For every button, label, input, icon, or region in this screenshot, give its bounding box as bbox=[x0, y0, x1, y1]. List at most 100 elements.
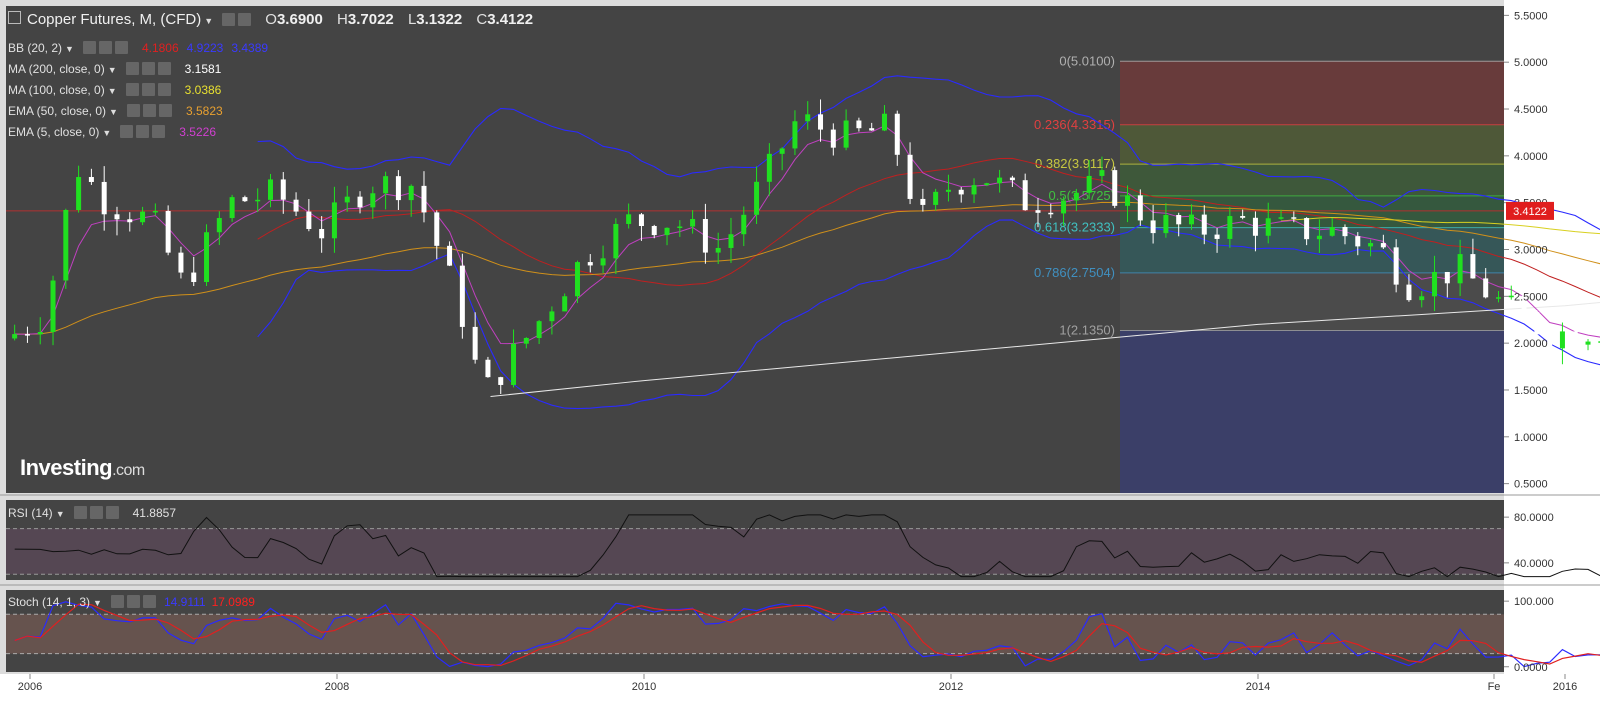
candle-body bbox=[447, 245, 453, 266]
stoch-legend[interactable]: Stoch (14, 1, 3) ▼ 14.9111 17.0989 bbox=[8, 594, 255, 610]
indicator-legend[interactable]: MA (100, close, 0) ▼ 3.0386 bbox=[8, 82, 221, 98]
candle-body bbox=[766, 153, 772, 182]
candle-body bbox=[344, 196, 350, 203]
settings-icon[interactable] bbox=[89, 506, 103, 519]
candle-body bbox=[12, 334, 18, 339]
chevron-down-icon[interactable]: ▼ bbox=[93, 598, 102, 608]
candle-body bbox=[843, 120, 849, 148]
price-tick-label: 2.5000 bbox=[1514, 291, 1548, 303]
time-tick-label: Fe bbox=[1488, 681, 1501, 693]
candle-body bbox=[216, 218, 222, 233]
fib-label: 0.618(3.2333) bbox=[1034, 220, 1115, 235]
fib-label: 0.786(2.7504) bbox=[1034, 265, 1115, 280]
close-icon[interactable] bbox=[157, 83, 171, 96]
indicator-legend[interactable]: MA (200, close, 0) ▼ 3.1581 bbox=[8, 61, 221, 77]
close-icon[interactable] bbox=[114, 41, 128, 54]
candle-body bbox=[1419, 296, 1425, 301]
candle-body bbox=[1035, 210, 1041, 213]
candle-body bbox=[1291, 217, 1297, 219]
chevron-down-icon[interactable]: ▼ bbox=[55, 509, 65, 519]
price-tick-label: 5.5000 bbox=[1514, 10, 1548, 22]
ohlc-open: O3.6900 bbox=[265, 11, 323, 28]
candle-body bbox=[1265, 218, 1271, 236]
visibility-icon[interactable] bbox=[125, 62, 139, 75]
candle-body bbox=[1061, 200, 1067, 214]
candle-body bbox=[997, 177, 1003, 184]
candle-body bbox=[293, 199, 299, 212]
chevron-down-icon[interactable]: ▼ bbox=[65, 44, 74, 54]
candle-body bbox=[306, 211, 312, 229]
visibility-icon[interactable] bbox=[73, 506, 87, 519]
visibility-icon[interactable] bbox=[120, 125, 134, 138]
visibility-icon[interactable] bbox=[110, 595, 124, 608]
visibility-icon[interactable] bbox=[238, 13, 252, 26]
candle-body bbox=[1112, 170, 1118, 206]
settings-icon[interactable] bbox=[222, 13, 236, 26]
candle-body bbox=[1163, 215, 1169, 234]
candle-body bbox=[1048, 212, 1054, 215]
visibility-icon[interactable] bbox=[125, 83, 139, 96]
candle-body bbox=[498, 377, 504, 385]
indicator-name: EMA (5, close, 0) bbox=[8, 125, 100, 139]
candle-body bbox=[165, 210, 171, 253]
candle-body bbox=[1444, 272, 1450, 284]
chevron-down-icon[interactable]: ▼ bbox=[204, 16, 214, 26]
indicator-value: 3.1581 bbox=[184, 62, 222, 76]
candle-body bbox=[907, 154, 913, 199]
candle-body bbox=[523, 337, 529, 344]
candle-body bbox=[805, 114, 811, 122]
indicator-legend[interactable]: BB (20, 2) ▼ 4.1806 4.9223 3.4389 bbox=[8, 40, 268, 56]
candle-body bbox=[1316, 235, 1322, 240]
chevron-down-icon[interactable]: ▼ bbox=[109, 107, 118, 117]
candle-body bbox=[63, 209, 69, 281]
close-icon[interactable] bbox=[157, 62, 171, 75]
bb-middle-line bbox=[257, 157, 1600, 298]
candle-body bbox=[24, 334, 30, 336]
settings-icon[interactable] bbox=[141, 83, 155, 96]
indicator-legend[interactable]: EMA (5, close, 0) ▼ 3.5226 bbox=[8, 124, 216, 140]
close-icon[interactable] bbox=[152, 125, 166, 138]
time-tick-label: 2016 bbox=[1553, 681, 1577, 693]
close-icon[interactable] bbox=[105, 506, 119, 519]
rsi-legend[interactable]: RSI (14) ▼ 41.8857 bbox=[8, 505, 176, 521]
candle-body bbox=[971, 185, 977, 195]
indicator-value: 3.4389 bbox=[231, 41, 269, 55]
fib-zone bbox=[1120, 61, 1504, 125]
settings-icon[interactable] bbox=[136, 125, 150, 138]
candle-body bbox=[587, 262, 593, 266]
candle-body bbox=[1559, 331, 1565, 349]
visibility-icon[interactable] bbox=[82, 41, 96, 54]
stoch-d-line bbox=[14, 603, 1600, 667]
time-tick-label: 2010 bbox=[632, 681, 656, 693]
candle-body bbox=[1188, 214, 1194, 225]
chart-title-legend[interactable]: Copper Futures, M, (CFD) ▼ O3.6900 H3.702… bbox=[8, 10, 533, 30]
candle-body bbox=[127, 219, 133, 223]
indicator-name: MA (200, close, 0) bbox=[8, 62, 105, 76]
settings-icon[interactable] bbox=[126, 595, 140, 608]
settings-icon[interactable] bbox=[142, 104, 156, 117]
candle-body bbox=[1304, 218, 1310, 240]
candle-body bbox=[101, 181, 107, 215]
last-price-tag bbox=[1506, 201, 1554, 220]
fib-label: 0.236(4.3315) bbox=[1034, 117, 1115, 132]
chevron-down-icon[interactable]: ▼ bbox=[107, 65, 117, 75]
close-icon[interactable] bbox=[142, 595, 156, 608]
candle-body bbox=[1009, 177, 1015, 181]
settings-icon[interactable] bbox=[98, 41, 112, 54]
candle-body bbox=[1355, 236, 1361, 247]
indicator-legend[interactable]: EMA (50, close, 0) ▼ 3.5823 bbox=[8, 103, 223, 119]
candle-body bbox=[600, 258, 606, 266]
chevron-down-icon[interactable]: ▼ bbox=[102, 128, 112, 138]
settings-icon[interactable] bbox=[141, 62, 155, 75]
visibility-icon[interactable] bbox=[126, 104, 140, 117]
candle-body bbox=[1547, 334, 1553, 349]
rsi-name: RSI (14) bbox=[8, 506, 53, 520]
candle-body bbox=[690, 219, 696, 227]
candle-body bbox=[1393, 247, 1399, 285]
candle-body bbox=[1329, 227, 1335, 236]
time-tick-label: 2006 bbox=[18, 681, 42, 693]
close-icon[interactable] bbox=[158, 104, 172, 117]
collapse-icon[interactable] bbox=[8, 11, 21, 24]
candle-body bbox=[331, 202, 337, 239]
chevron-down-icon[interactable]: ▼ bbox=[107, 86, 117, 96]
